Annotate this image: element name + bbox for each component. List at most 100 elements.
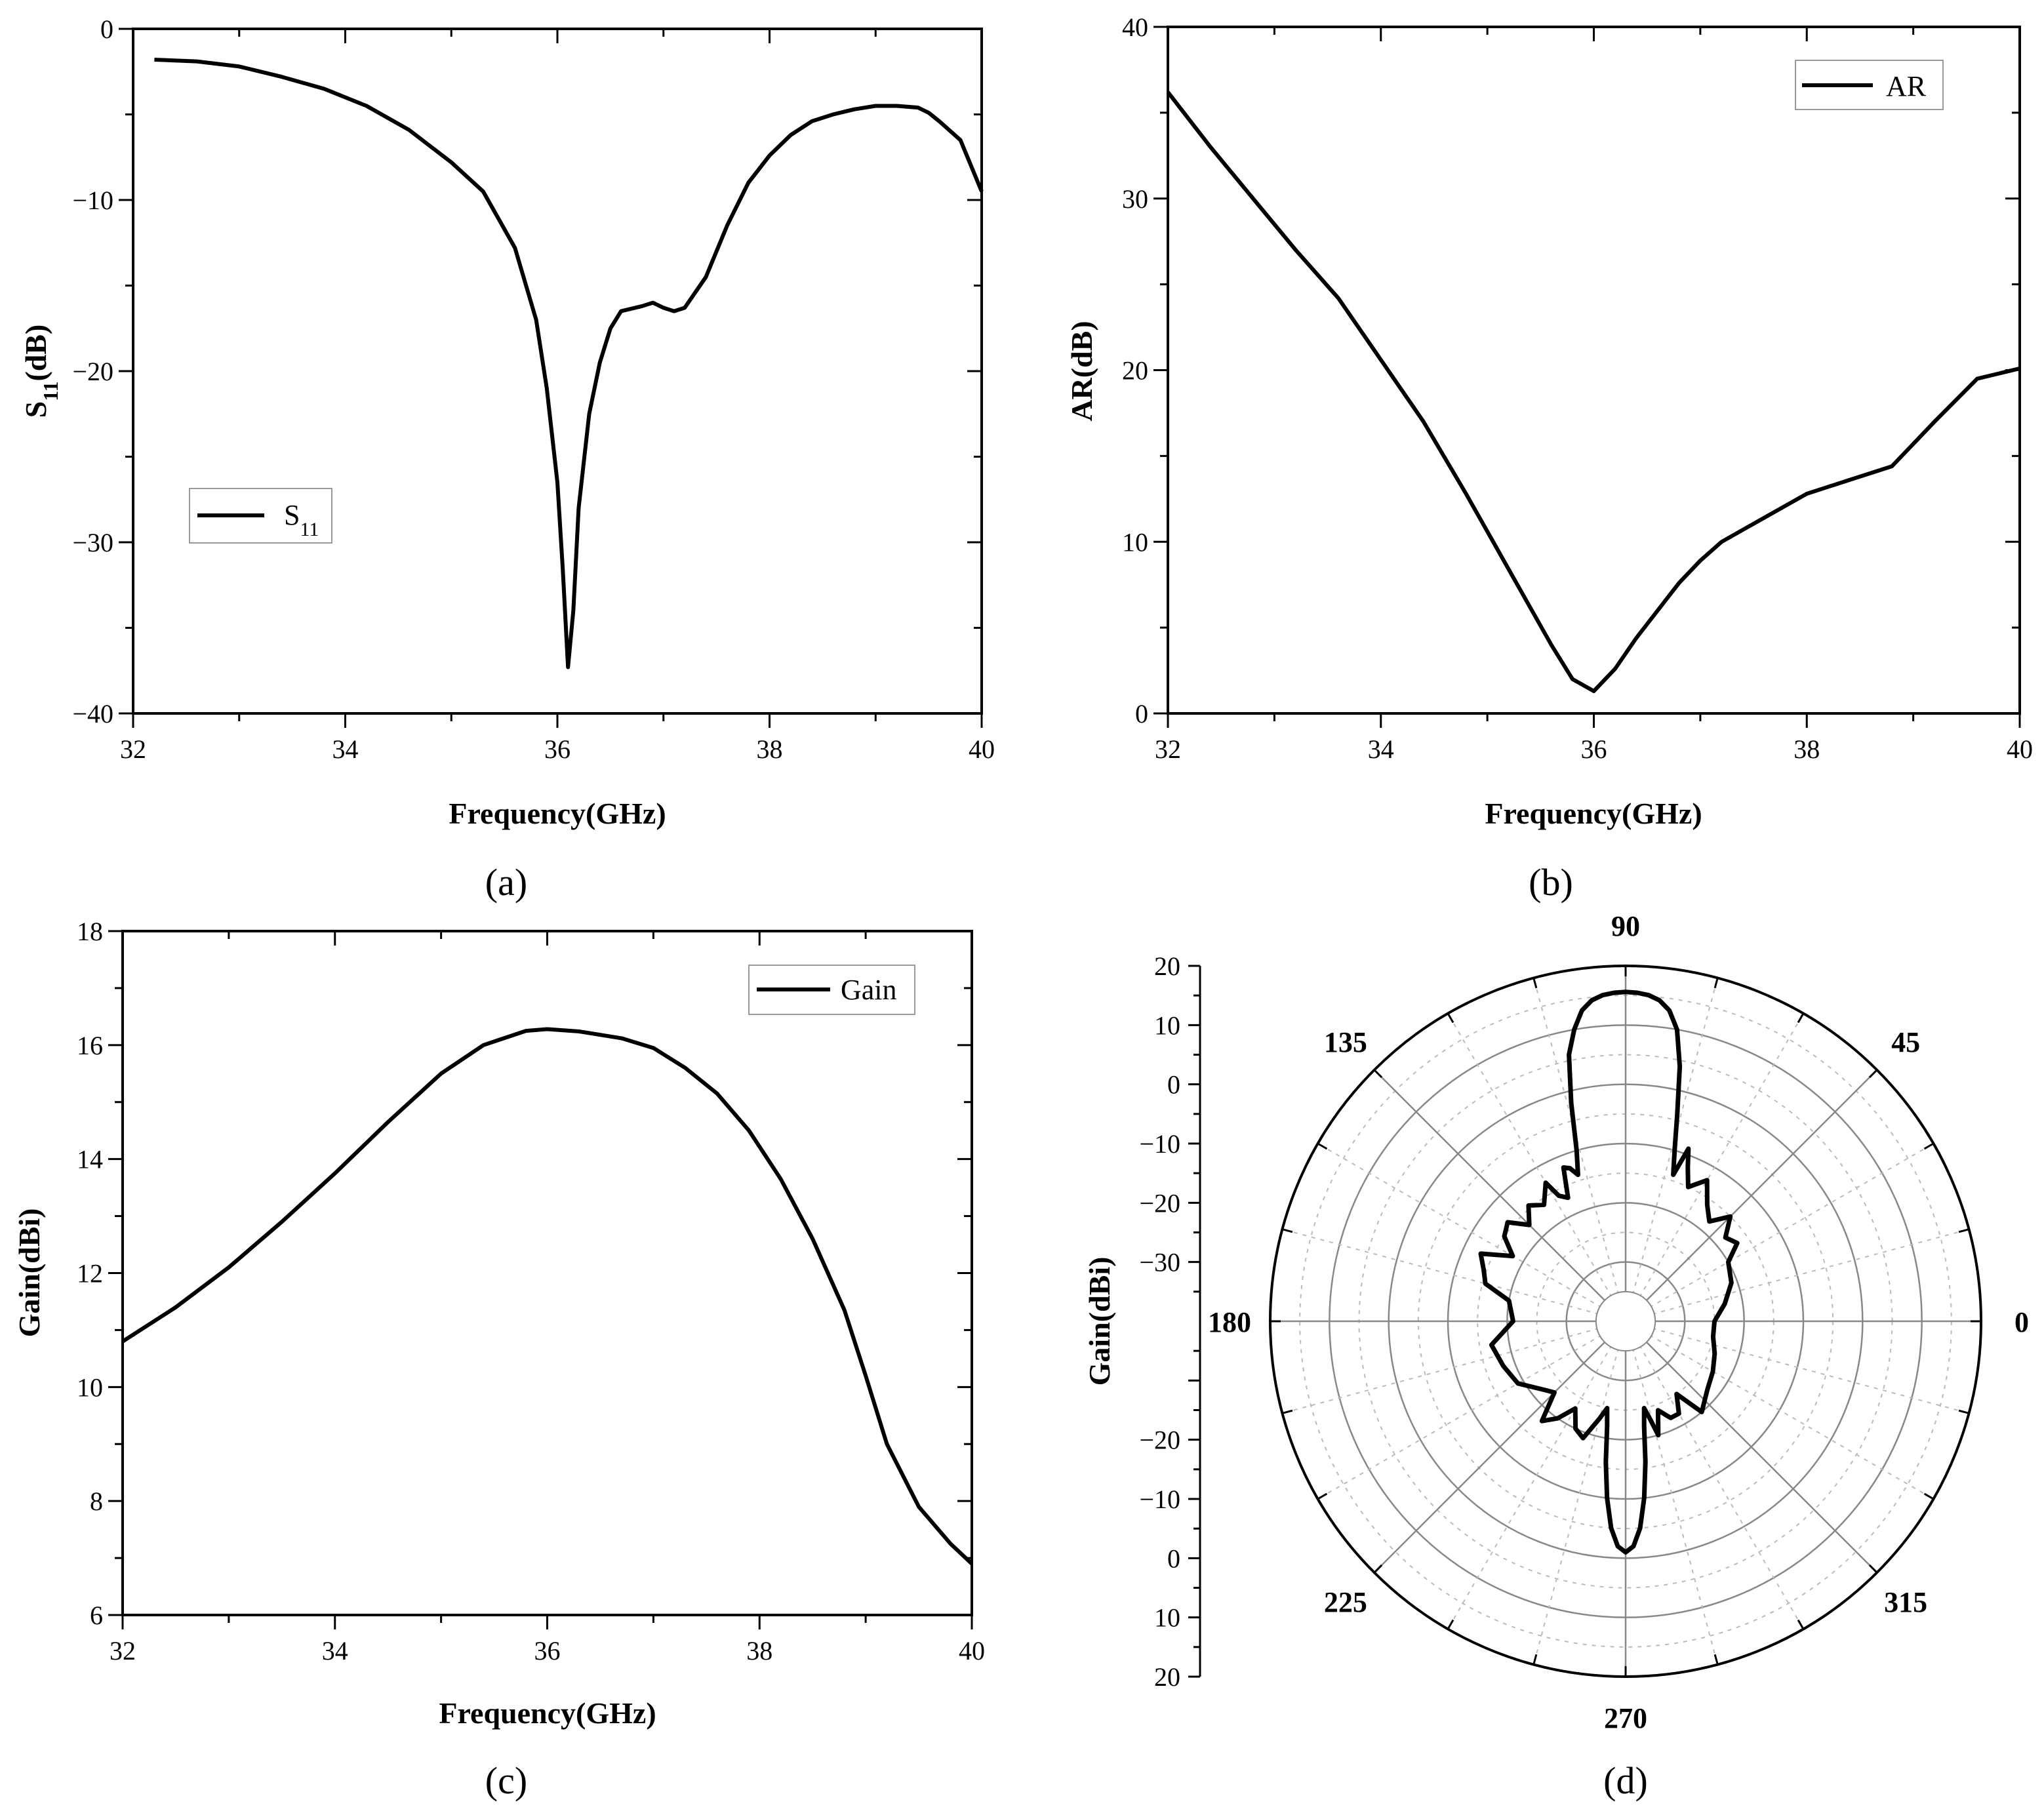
grid-spoke-minor bbox=[1533, 1321, 1626, 1665]
angle-tick bbox=[1923, 1142, 1934, 1150]
y-axis-label: AR(dB) bbox=[1065, 321, 1098, 421]
gain-pattern-curve bbox=[1478, 989, 1740, 1555]
grid-spoke-minor bbox=[1625, 1321, 1719, 1665]
x-tick-label: 38 bbox=[757, 734, 783, 764]
angle-label: 270 bbox=[1604, 1702, 1647, 1734]
grid-spoke-minor bbox=[1625, 1143, 1934, 1322]
angle-label: 225 bbox=[1324, 1586, 1367, 1618]
y-tick-label: 14 bbox=[77, 1145, 103, 1174]
angle-tick bbox=[1958, 1228, 1969, 1233]
y-tick-label: 6 bbox=[90, 1601, 103, 1630]
angle-label: 135 bbox=[1324, 1026, 1367, 1058]
y-axis-label: S11(dB) bbox=[19, 325, 62, 418]
angle-label: 90 bbox=[1611, 910, 1640, 942]
angle-tick bbox=[1797, 1012, 1805, 1024]
angle-tick bbox=[1373, 1564, 1383, 1574]
angle-tick bbox=[1447, 1619, 1454, 1630]
x-tick-labels: 32 34 36 38 40 bbox=[1155, 734, 2033, 764]
axis-ticks bbox=[119, 28, 983, 728]
ar-curve bbox=[1166, 90, 2020, 693]
x-tick-label: 36 bbox=[534, 1636, 561, 1665]
grid-spoke-minor bbox=[1625, 978, 1719, 1322]
x-axis-label: Frequency(GHz) bbox=[449, 797, 666, 830]
radial-tick-label: 0 bbox=[1167, 1070, 1180, 1100]
angle-tick bbox=[1317, 1492, 1328, 1500]
x-tick-labels: 32 34 36 38 40 bbox=[110, 1636, 985, 1665]
angle-tick bbox=[1533, 1654, 1538, 1665]
panel-a-s11-chart: 32 34 36 38 40 0−10−20−30−40 Frequency(GHz) … bbox=[19, 14, 995, 904]
x-tick-label: 40 bbox=[969, 734, 995, 764]
angle-tick bbox=[1282, 1228, 1293, 1233]
y-tick-label: 10 bbox=[77, 1372, 103, 1402]
legend: S11 bbox=[189, 488, 332, 544]
axis-ticks bbox=[108, 930, 973, 1629]
y-axis-label: Gain(dBi) bbox=[12, 1208, 46, 1338]
angle-tick bbox=[1868, 1069, 1878, 1079]
grid-spoke-minor bbox=[1625, 1321, 1969, 1414]
grid-spoke-minor bbox=[1447, 1013, 1626, 1322]
x-tick-label: 40 bbox=[2007, 734, 2033, 764]
grid-spoke bbox=[1625, 1321, 1878, 1574]
x-tick-label: 34 bbox=[1368, 734, 1394, 764]
panel-d-polar-chart: 0 45 90 135 180 225 270 315 20 10 0 −10 −20 −30 −20 −1… bbox=[1083, 910, 2029, 1802]
y-tick-label: 30 bbox=[1122, 184, 1148, 214]
y-tick-label: 0 bbox=[1135, 699, 1148, 728]
x-tick-label: 32 bbox=[110, 1636, 136, 1665]
grid-spoke-minor bbox=[1317, 1143, 1626, 1322]
polar-core bbox=[1595, 1290, 1656, 1352]
y-tick-label: 18 bbox=[77, 917, 103, 946]
radial-tick-label: −30 bbox=[1139, 1248, 1180, 1277]
x-tick-label: 32 bbox=[1155, 734, 1181, 764]
gain-curve bbox=[121, 1027, 974, 1565]
grid-spoke bbox=[1625, 1069, 1878, 1322]
plot-frame bbox=[132, 28, 983, 715]
y-tick-labels: 0 −10 −20 −30 −40 bbox=[72, 14, 113, 728]
y-axis-label: Gain(dBi) bbox=[1083, 1257, 1116, 1386]
angle-label: 45 bbox=[1891, 1026, 1920, 1058]
angle-tick bbox=[1713, 1654, 1719, 1665]
grid-spoke bbox=[1373, 1069, 1626, 1322]
y-tick-labels: 0 10 20 30 40 bbox=[1122, 12, 1148, 728]
y-tick-label: −10 bbox=[72, 186, 113, 215]
y-tick-label: 8 bbox=[90, 1486, 103, 1516]
grid-spoke-minor bbox=[1447, 1321, 1626, 1629]
grid-spoke-minor bbox=[1282, 1321, 1626, 1414]
x-tick-label: 32 bbox=[120, 734, 146, 764]
panel-b-ar-chart: 32 34 36 38 40 0 10 20 30 40 Frequency(GHz) AR(d… bbox=[1065, 12, 2033, 904]
plot-frame bbox=[1167, 26, 2021, 715]
panel-label: (a) bbox=[485, 861, 527, 904]
angle-tick bbox=[1797, 1619, 1805, 1630]
legend-label: S11 bbox=[284, 499, 319, 540]
x-tick-label: 40 bbox=[959, 1636, 985, 1665]
grid-spoke-minor bbox=[1625, 1228, 1969, 1322]
y-tick-label: −30 bbox=[72, 528, 113, 557]
legend: Gain bbox=[748, 965, 915, 1015]
radial-tick-label: 10 bbox=[1154, 1010, 1180, 1040]
angle-labels: 0 45 90 135 180 225 270 315 bbox=[1208, 910, 2029, 1734]
y-tick-label: 0 bbox=[100, 14, 113, 44]
angle-tick bbox=[1713, 978, 1719, 989]
angle-label: 0 bbox=[2014, 1306, 2029, 1338]
angle-label: 180 bbox=[1208, 1306, 1251, 1338]
angle-tick bbox=[1958, 1409, 1969, 1414]
y-tick-label: 40 bbox=[1122, 12, 1148, 42]
radial-tick-label: 20 bbox=[1154, 951, 1180, 981]
grid-spoke-minor bbox=[1282, 1228, 1626, 1322]
plot-frame bbox=[121, 930, 973, 1616]
grid-spoke-minor bbox=[1625, 1013, 1804, 1322]
radial-tick-label: 20 bbox=[1154, 1662, 1180, 1692]
panel-label: (d) bbox=[1603, 1759, 1648, 1802]
grid-spoke-minor bbox=[1625, 1321, 1804, 1629]
angle-tick bbox=[1317, 1142, 1328, 1150]
y-tick-labels: 6 8 10 12 14 16 18 bbox=[77, 917, 103, 1630]
axis-ticks bbox=[1153, 26, 2021, 728]
s11-curve bbox=[154, 58, 984, 669]
grid-spoke-minor bbox=[1533, 978, 1626, 1322]
x-tick-label: 38 bbox=[1794, 734, 1820, 764]
x-tick-label: 36 bbox=[1581, 734, 1607, 764]
x-tick-label: 34 bbox=[322, 1636, 348, 1665]
radial-tick-label: 10 bbox=[1154, 1603, 1180, 1633]
x-tick-label: 38 bbox=[746, 1636, 772, 1665]
radial-axis: 20 10 0 −10 −20 −30 −20 −10 0 10 20 bbox=[1139, 951, 1201, 1692]
